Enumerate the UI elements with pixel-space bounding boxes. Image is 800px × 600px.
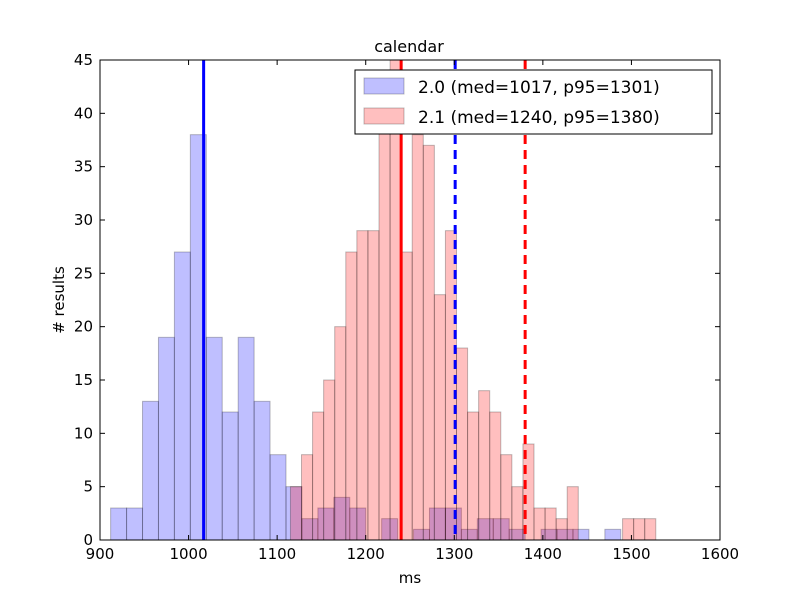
- histogram-bar-series-2: [456, 347, 469, 541]
- legend-box: [354, 69, 713, 135]
- y-tick-label: 5: [83, 478, 93, 496]
- histogram-bar-series-2: [378, 123, 391, 541]
- x-tick-label: 1000: [169, 545, 207, 563]
- histogram-bar-series-2: [467, 411, 480, 541]
- x-tick-label: 1100: [258, 545, 296, 563]
- histogram-bar-series-2: [345, 251, 358, 541]
- histogram-bar-series-2: [411, 134, 424, 541]
- y-axis-label: # results: [50, 266, 68, 334]
- histogram-bar-series-2: [544, 507, 557, 541]
- histogram-bar-series-2: [478, 390, 491, 541]
- x-axis: 900 1000 1100 1200 1300 1400 1500 1600: [86, 60, 739, 563]
- histogram-bar-series-1: [126, 507, 144, 541]
- histogram-bar-series-1: [205, 336, 223, 541]
- plot-frame: [99, 59, 721, 541]
- y-tick-label: 25: [74, 264, 93, 282]
- y-tick-label: 35: [74, 158, 93, 176]
- histogram-bar-series-2: [633, 518, 646, 541]
- y-tick-label: 15: [74, 371, 93, 389]
- histogram-bar-series-1: [142, 400, 159, 541]
- x-tick-label: 900: [86, 545, 115, 563]
- legend: 2.0 (med=1017, p95=1301) 2.1 (med=1240, …: [354, 69, 713, 135]
- x-axis-label: ms: [399, 569, 422, 587]
- histogram-bar-series-1: [253, 400, 271, 541]
- y-tick-label: 30: [74, 211, 93, 229]
- histogram-bar-series-2: [301, 454, 314, 541]
- histogram-bar-series-1: [269, 454, 287, 541]
- y-tick-label: 10: [74, 424, 93, 442]
- reference-lines-layer: [202, 60, 527, 540]
- histogram-bar-series-2: [422, 144, 435, 541]
- histogram-bar-series-2: [433, 294, 446, 541]
- histogram-bar-series-2: [334, 326, 347, 541]
- histogram-bar-series-2: [367, 230, 380, 541]
- histogram-bar-series-2: [555, 518, 568, 541]
- x-tick-label: 1400: [524, 545, 562, 563]
- x-tick-label: 1300: [435, 545, 473, 563]
- histogram-bar-series-2: [500, 454, 513, 541]
- legend-label-series-2: 2.1 (med=1240, p95=1380): [418, 108, 660, 128]
- histogram-bar-series-2: [323, 379, 336, 541]
- histogram-bar-series-2: [489, 411, 502, 541]
- histogram-bar-series-2: [622, 518, 635, 541]
- histogram-bar-series-1: [604, 528, 622, 541]
- legend-label-series-1: 2.0 (med=1017, p95=1301): [418, 78, 660, 98]
- histogram-bar-series-2: [289, 486, 302, 541]
- x-tick-label: 1500: [612, 545, 650, 563]
- legend-swatch-series-2: [363, 107, 405, 125]
- histogram-bar-series-2: [644, 518, 657, 541]
- y-tick-label: 45: [74, 51, 93, 69]
- histogram-bar-series-1: [157, 336, 175, 541]
- histogram-bar-series-1: [221, 411, 239, 541]
- histogram-bar-series-1: [237, 336, 255, 541]
- histogram-bar-series-1: [173, 251, 191, 541]
- histogram-bar-series-2: [312, 411, 325, 541]
- x-tick-label: 1200: [347, 545, 385, 563]
- y-tick-label: 20: [74, 318, 93, 336]
- chart-title: calendar: [374, 37, 444, 56]
- y-axis: 0 5 10 15 20 25 30 35 40 45: [74, 51, 720, 549]
- x-tick-label: 1600: [701, 545, 739, 563]
- histogram-bar-series-2: [533, 507, 546, 541]
- y-tick-label: 40: [74, 104, 93, 122]
- histogram-bar-series-2: [356, 230, 369, 541]
- histogram-bar-series-1: [110, 507, 128, 541]
- histogram-bar-series-2: [400, 251, 413, 541]
- histogram-bar-series-2: [566, 486, 579, 541]
- y-tick-label: 0: [83, 531, 93, 549]
- bars-layer: [110, 59, 657, 541]
- histogram-bar-series-2: [511, 486, 524, 541]
- legend-swatch-series-1: [363, 77, 405, 95]
